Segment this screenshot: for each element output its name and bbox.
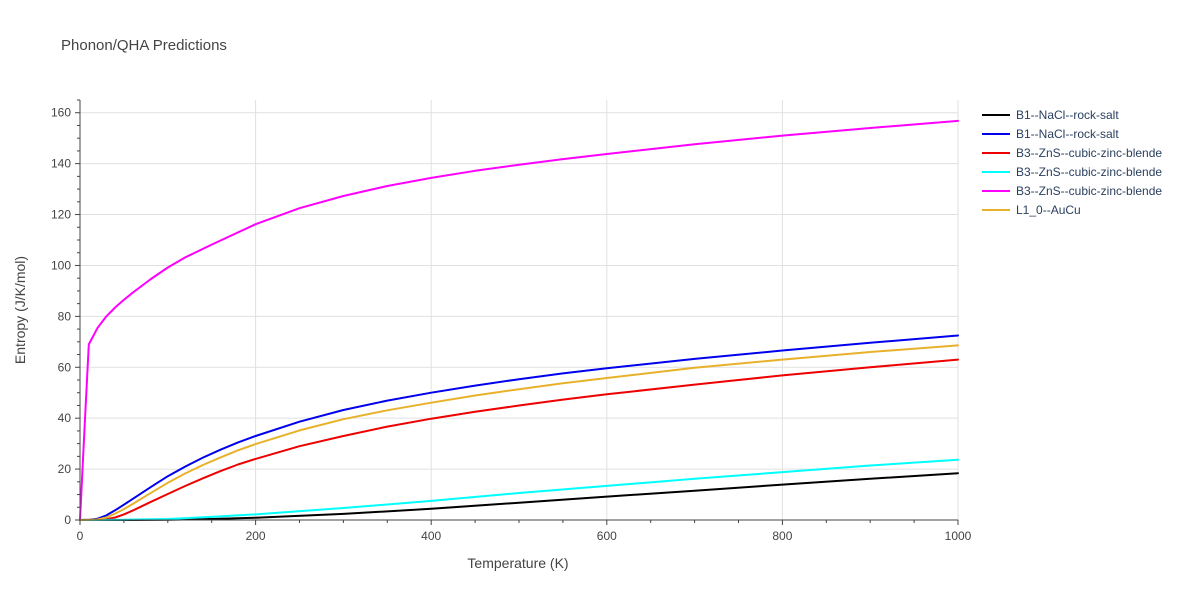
legend-item-3[interactable]: B3--ZnS--cubic-zinc-blende — [982, 146, 1162, 160]
legend[interactable]: B1--NaCl--rock-salt B1--NaCl--rock-salt B3… — [982, 108, 1162, 217]
legend-label: B1--NaCl--rock-salt — [1016, 127, 1119, 141]
grid-layer — [80, 100, 959, 520]
y-tick-label: 60 — [58, 360, 72, 374]
series-line-4 — [79, 458, 959, 521]
legend-item-5[interactable]: B3--ZnS--cubic-zinc-blende — [982, 184, 1162, 198]
series-line-3 — [79, 358, 959, 521]
y-tick-label: 40 — [58, 411, 72, 425]
y-tick-label: 80 — [58, 309, 72, 323]
legend-item-6[interactable]: L1_0--AuCu — [982, 203, 1081, 217]
x-tick-label: 400 — [421, 529, 441, 543]
y-tick-label: 120 — [51, 208, 71, 222]
x-tick-label: 600 — [597, 529, 617, 543]
legend-label: B3--ZnS--cubic-zinc-blende — [1016, 146, 1162, 160]
x-tick-label: 0 — [77, 529, 84, 543]
x-tick-label: 800 — [772, 529, 792, 543]
y-tick-label: 20 — [58, 462, 72, 476]
legend-label: B3--ZnS--cubic-zinc-blende — [1016, 184, 1162, 198]
y-tick-label: 100 — [51, 258, 71, 272]
y-axis-label: Entropy (J/K/mol) — [12, 256, 28, 364]
axes-layer: 0 20 40 60 80 100 120 140 160 0 200 400 600 800 1000 — [51, 99, 972, 543]
legend-item-1[interactable]: B1--NaCl--rock-salt — [982, 108, 1119, 122]
y-tick-label: 160 — [51, 106, 71, 120]
chart-title: Phonon/QHA Predictions — [61, 37, 227, 54]
legend-item-4[interactable]: B3--ZnS--cubic-zinc-blende — [982, 165, 1162, 179]
legend-label: B1--NaCl--rock-salt — [1016, 108, 1119, 122]
legend-item-2[interactable]: B1--NaCl--rock-salt — [982, 127, 1119, 141]
legend-label: L1_0--AuCu — [1016, 203, 1081, 217]
x-tick-label: 1000 — [945, 529, 972, 543]
series-line-6 — [79, 344, 959, 521]
y-tick-label: 0 — [64, 513, 71, 527]
series-line-2 — [79, 334, 959, 521]
legend-label: B3--ZnS--cubic-zinc-blende — [1016, 165, 1162, 179]
x-axis-label: Temperature (K) — [467, 555, 568, 571]
x-tick-label: 200 — [246, 529, 266, 543]
series-line-5 — [79, 119, 959, 521]
y-tick-label: 140 — [51, 157, 71, 171]
